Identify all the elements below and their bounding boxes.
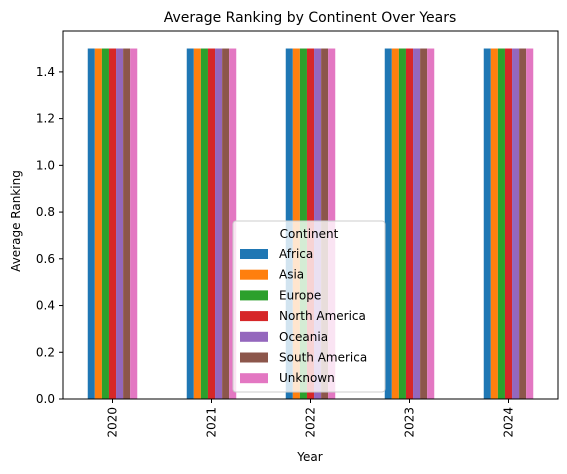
y-tick-label: 1.2 <box>36 112 55 126</box>
bar-2020-south-america <box>123 48 131 400</box>
legend-swatch <box>240 352 268 363</box>
bar-2020-north-america <box>108 48 117 400</box>
bar-2021-africa <box>186 48 194 400</box>
plot-frame <box>62 30 559 400</box>
legend-label: Europe <box>279 288 321 302</box>
bar-2021-asia <box>193 48 201 400</box>
x-tick-label: 2022 <box>304 407 318 438</box>
legend-label: Unknown <box>279 371 335 385</box>
bar-2024-africa <box>483 48 491 400</box>
x-axis-ticks: 2020 2021 2022 2023 2024 <box>106 399 516 438</box>
bar-2023-south-america <box>420 48 428 400</box>
bar-2024-oceania <box>512 48 520 400</box>
legend-label: South America <box>279 351 367 365</box>
bar-2024-south-america <box>519 48 527 400</box>
bar-2024-europe <box>497 48 505 400</box>
bar-2020-europe <box>101 48 109 400</box>
y-tick-label: 0.2 <box>36 345 55 359</box>
legend-label: Oceania <box>279 330 328 344</box>
legend-swatch <box>240 373 268 384</box>
bar-2023-africa <box>384 48 392 400</box>
legend: Continent Africa Asia Europe North America O… <box>232 220 386 393</box>
y-tick-label: 0.0 <box>36 392 55 406</box>
legend-box <box>232 220 386 393</box>
x-tick-label: 2023 <box>403 407 417 438</box>
bar-2023-north-america <box>405 48 414 400</box>
bar-2021-north-america <box>207 48 216 400</box>
bar-2020-asia <box>94 48 102 400</box>
legend-title: Continent <box>280 227 339 241</box>
bar-2023-oceania <box>413 48 421 400</box>
x-tick-label: 2020 <box>106 407 120 438</box>
bar-2020-africa <box>87 48 95 400</box>
y-tick-label: 0.4 <box>36 299 55 313</box>
legend-swatch <box>240 249 268 259</box>
legend-label: Africa <box>279 247 313 261</box>
bar-2021-oceania <box>215 48 223 400</box>
x-axis-label: Year <box>296 450 322 464</box>
legend-swatch <box>240 269 268 280</box>
y-axis-ticks: 0.0 0.2 0.4 0.6 0.8 1.0 1.2 1.4 <box>36 65 63 406</box>
bar-2021-europe <box>200 48 208 400</box>
legend-label: North America <box>279 309 366 323</box>
legend-label: Asia <box>279 268 304 282</box>
chart-title: Average Ranking by Continent Over Years <box>164 10 457 26</box>
bar-2021-south-america <box>222 48 230 400</box>
x-tick-label: 2021 <box>205 407 219 438</box>
y-tick-label: 0.8 <box>36 205 55 219</box>
bar-2020-unknown <box>130 48 138 400</box>
y-tick-label: 1.4 <box>36 65 55 79</box>
y-axis-label: Average Ranking <box>9 170 23 272</box>
bars-group <box>87 48 534 400</box>
bar-2023-asia <box>391 48 399 400</box>
y-tick-label: 1.0 <box>36 158 55 172</box>
legend-swatch <box>240 311 268 322</box>
legend-items: Africa Asia Europe North America Oceania Sout… <box>240 247 367 385</box>
bar-2020-oceania <box>116 48 124 400</box>
y-tick-label: 0.6 <box>36 252 55 266</box>
bar-2023-unknown <box>427 48 435 400</box>
legend-swatch <box>240 290 268 301</box>
x-tick-label: 2024 <box>502 407 516 438</box>
bar-2024-north-america <box>504 48 513 400</box>
legend-swatch <box>240 331 268 342</box>
bar-2024-asia <box>490 48 498 400</box>
bar-2024-unknown <box>526 48 534 400</box>
bar-2023-europe <box>398 48 406 400</box>
